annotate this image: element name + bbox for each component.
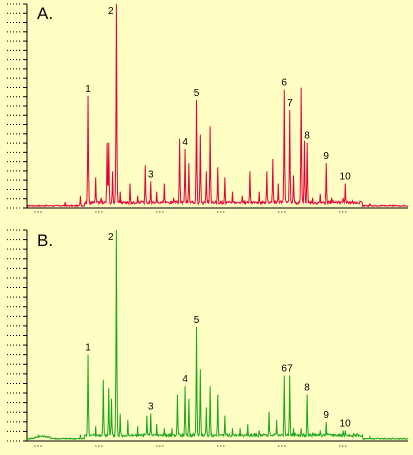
peak-label-5-a: 5 — [194, 88, 200, 99]
peak-label-1-a: 1 — [85, 84, 91, 95]
peak-label-4-a: 4 — [182, 137, 188, 148]
chromatogram-trace-b — [26, 229, 409, 441]
panel-label-b: B. — [37, 231, 53, 250]
peak-label-7-b: 7 — [287, 364, 293, 375]
chromatogram-trace-a — [26, 3, 409, 208]
peak-label-7-a: 7 — [287, 98, 293, 109]
peak-label-4-b: 4 — [182, 374, 188, 385]
peak-label-3-a: 3 — [148, 170, 154, 181]
peak-label-3-b: 3 — [148, 402, 154, 413]
peak-label-10-b: 10 — [340, 418, 352, 429]
chart-panel-a: A. 1 2 3 4 5 67 8 9 10 — [7, 3, 409, 213]
panel-label-a: A. — [37, 4, 53, 23]
chart-panel-b: B. 1 2 3 4 5 6 78 9 10 — [7, 229, 409, 447]
peak-label-9-a: 9 — [323, 151, 329, 162]
peak-label-8-a: 8 — [304, 131, 310, 142]
peak-label-2-a: 2 — [108, 6, 114, 17]
peak-label-6-b: 6 — [281, 364, 287, 375]
peak-label-1-b: 1 — [85, 343, 91, 354]
peak-label-10-a: 10 — [340, 172, 352, 183]
peak-label-5-b: 5 — [194, 315, 200, 326]
peak-label-8-b: 8 — [304, 383, 310, 394]
peak-label-9-b: 9 — [323, 410, 329, 421]
peak-label-2-b: 2 — [108, 232, 114, 243]
peak-label-6-a: 6 — [281, 78, 287, 89]
